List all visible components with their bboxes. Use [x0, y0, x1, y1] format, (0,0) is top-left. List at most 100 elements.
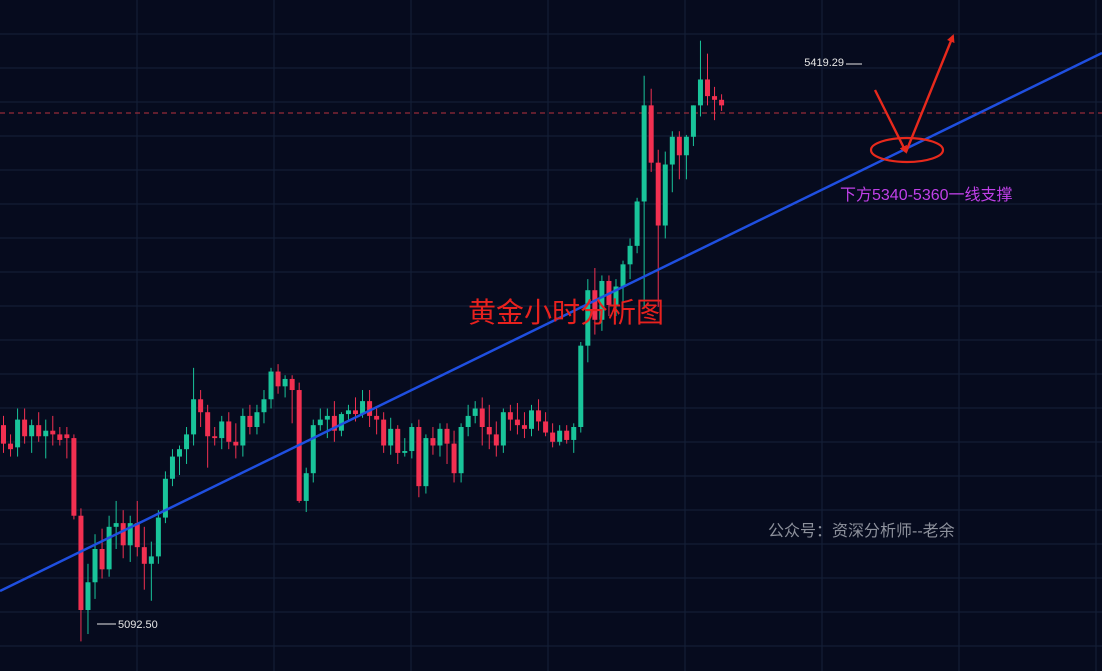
candle [99, 528, 105, 579]
candle-body [85, 582, 91, 610]
candle [402, 438, 408, 457]
candle-body [367, 401, 373, 416]
candle [177, 445, 182, 476]
candle-body [388, 428, 394, 446]
candle [648, 88, 654, 172]
candle-body [402, 451, 408, 453]
candle [1, 415, 6, 453]
candle [106, 515, 112, 577]
candle-body [99, 549, 105, 570]
candle [64, 427, 70, 459]
up-arrow [904, 34, 955, 153]
candle [254, 404, 260, 435]
candle-body [627, 245, 633, 265]
candle-body [423, 438, 429, 487]
candle-body [360, 401, 366, 415]
candle-body [134, 523, 140, 548]
candle-body [585, 290, 591, 346]
candle-body [247, 415, 253, 427]
candle [205, 404, 211, 468]
candle-body [50, 430, 56, 435]
candle-body [184, 434, 190, 450]
candle-body [564, 430, 570, 440]
candle [8, 434, 14, 457]
candle [430, 427, 436, 455]
candle-body [141, 547, 147, 564]
candle-body [578, 345, 584, 427]
candle-body [507, 412, 513, 420]
candle-body [106, 526, 112, 570]
candle [712, 86, 718, 121]
candle-body [15, 419, 21, 448]
candle [578, 341, 584, 433]
candle-body [43, 430, 49, 437]
candle [655, 149, 661, 307]
candle-body [205, 412, 211, 437]
candle [479, 397, 485, 446]
candle [536, 399, 542, 431]
candle-body [254, 412, 260, 427]
candle [557, 425, 563, 446]
candle-body [395, 428, 401, 453]
candle [275, 364, 281, 394]
trend-line [0, 51, 1102, 593]
candle-body [78, 515, 84, 610]
candle [345, 404, 351, 420]
candle-body [683, 136, 689, 156]
candle [564, 425, 570, 444]
candle [416, 419, 422, 498]
candle-body [226, 421, 232, 442]
candle [15, 408, 21, 457]
candle [127, 515, 133, 562]
candle-body [514, 419, 520, 426]
candle [148, 541, 154, 601]
candle-body [8, 443, 14, 450]
candle [493, 421, 499, 457]
candle-body [71, 438, 77, 516]
candle-body [198, 399, 204, 413]
candle [374, 408, 380, 435]
candle [507, 404, 513, 431]
candle-body [289, 378, 295, 391]
candle [120, 510, 126, 559]
candle-body [655, 162, 661, 226]
candle-body [458, 427, 464, 474]
candle [85, 563, 91, 635]
candle-body [64, 434, 70, 439]
candle-body [690, 105, 696, 137]
candle-body [1, 425, 6, 444]
candle-body [324, 415, 330, 420]
candle-body [444, 428, 450, 444]
candle [113, 500, 119, 549]
candle-body [381, 419, 387, 446]
candle-body [634, 201, 640, 246]
candle-body [465, 415, 471, 427]
candle [50, 415, 56, 446]
candle [444, 423, 450, 464]
candle [409, 423, 415, 459]
candle-body [669, 136, 675, 165]
candle-body [233, 441, 239, 446]
down-arrow [873, 89, 908, 154]
candle-body [648, 105, 654, 163]
candle-body [36, 425, 42, 437]
candle-body [409, 427, 415, 452]
candle [303, 467, 309, 513]
candle [324, 408, 330, 439]
candle [613, 279, 619, 317]
candle [514, 402, 520, 435]
candle-body [493, 434, 499, 446]
candle-body [712, 96, 718, 100]
candle [627, 238, 633, 280]
candle [78, 508, 84, 642]
candle-body [620, 264, 626, 287]
candle-body [240, 415, 246, 446]
candle [521, 412, 527, 439]
candle [191, 367, 197, 446]
candle-body [345, 410, 351, 415]
candle-body [219, 421, 225, 439]
candle [310, 419, 316, 483]
candle [676, 131, 682, 180]
